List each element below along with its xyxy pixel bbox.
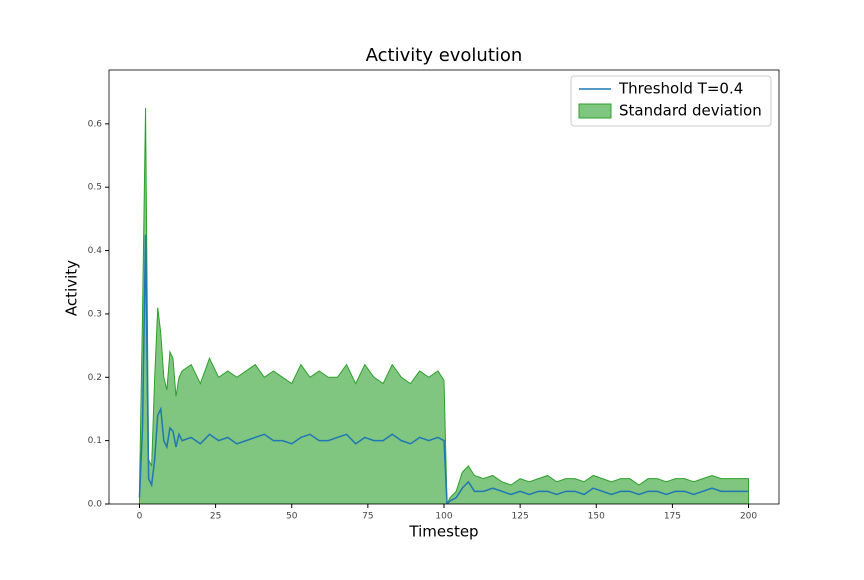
x-tick-label: 175 [664,512,681,522]
y-tick-label: 0.0 [88,500,103,510]
x-tick-label: 75 [362,512,373,522]
chart-title: Activity evolution [366,45,523,66]
x-tick-label: 0 [137,512,143,522]
y-tick-label: 0.2 [88,373,102,383]
y-tick-label: 0.4 [88,246,103,256]
x-tick-label: 25 [210,512,221,522]
x-tick-label: 50 [286,512,298,522]
y-tick-label: 0.6 [88,119,103,129]
y-tick-label: 0.1 [88,436,102,446]
x-tick-label: 150 [588,512,605,522]
std-band [138,108,750,504]
x-tick-label: 100 [435,512,452,522]
y-axis-label: Activity [63,260,81,316]
x-tick-label: 125 [512,512,529,522]
x-tick-label: 200 [740,512,757,522]
mean-line [138,234,749,504]
y-tick-label: 0.5 [88,183,102,193]
legend-label: Threshold T=0.4 [618,80,743,98]
x-axis-label: Timestep [408,523,478,541]
y-tick-label: 0.3 [88,309,102,319]
legend-box [570,75,772,127]
legend-label: Standard deviation [619,102,762,120]
legend-swatch [578,103,612,119]
